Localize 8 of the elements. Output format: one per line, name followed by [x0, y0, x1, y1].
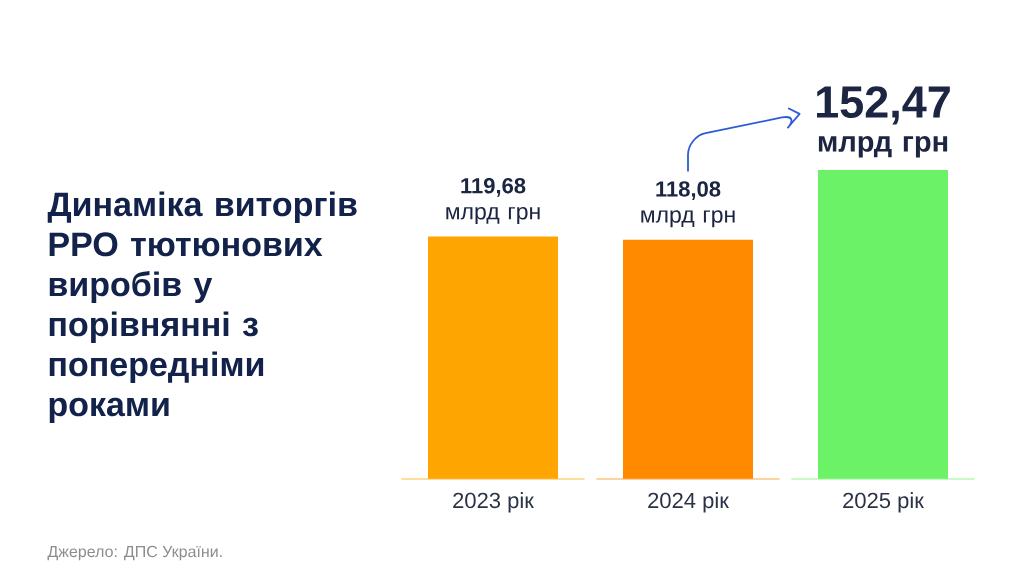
- data-label: 152,47 млрд грн: [817, 86, 950, 158]
- text: Джерело: ДПС України.: [47, 545, 222, 561]
- x-tick-label: 2025 рік: [843, 492, 924, 513]
- data-label: 118,08 млрд грн: [641, 181, 735, 228]
- text: Динаміка виторгів РРО тютюнових виробів у порівнянні з попередніми роками: [47, 191, 357, 424]
- x-tick-label: 2023 рік: [453, 492, 534, 513]
- x-tick-label: 2024 рік: [648, 492, 729, 513]
- data-label: 119,68 млрд грн: [446, 177, 540, 225]
